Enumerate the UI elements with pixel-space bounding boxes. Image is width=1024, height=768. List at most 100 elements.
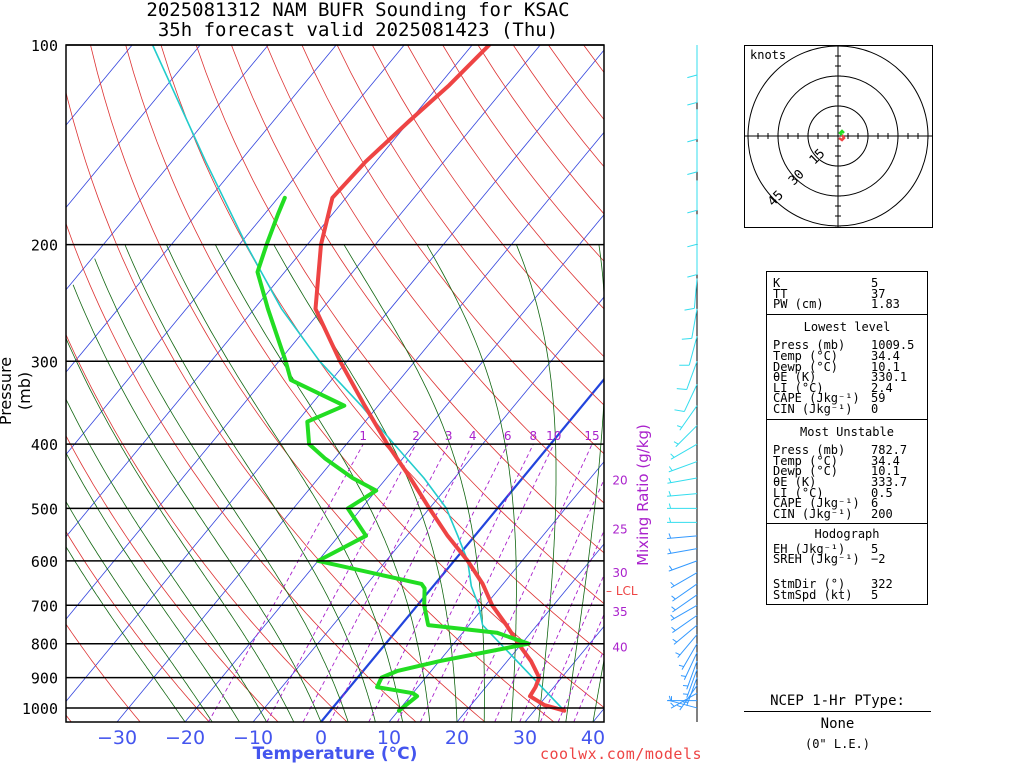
pressure-tick-label: 800 [31, 636, 58, 654]
wind-barb [674, 384, 698, 413]
index-label: StmSpd (kt) [773, 587, 853, 602]
wind-barb-staff [675, 425, 698, 448]
dry-adiabat [371, 45, 604, 358]
wind-barb-staff [672, 583, 698, 602]
hodograph-trace-upper [838, 129, 845, 136]
wind-barb-half-flag [668, 517, 672, 523]
moist-adiabat [565, 244, 604, 722]
dry-adiabat [66, 530, 210, 722]
index-row: Dewp (°C) 10.1 [773, 466, 927, 478]
wind-barb-half-flag [673, 441, 679, 445]
wind-barb [670, 692, 698, 709]
wind-barb [667, 695, 697, 702]
mixing-ratio-axis-label: Mixing Ratio (g/kg) [634, 424, 652, 566]
wind-barb-staff [670, 692, 698, 709]
isotherm-line [66, 45, 405, 456]
wind-barb-flag [687, 171, 698, 175]
index-value: 1.83 [871, 297, 900, 312]
moist-adiabat [592, 657, 604, 722]
index-label: CAPE (Jkg⁻¹) [773, 496, 860, 511]
dewpoint-trace [255, 195, 531, 713]
wind-barb [667, 477, 698, 484]
wind-barb-staff [673, 624, 698, 645]
dry-adiabat [66, 623, 141, 722]
wind-barb-half-flag [672, 638, 678, 643]
wind-barb-staff [670, 443, 698, 460]
mixing-ratio-line [539, 573, 604, 722]
isotherm-line [66, 45, 541, 620]
moist-adiabat [343, 244, 485, 722]
wind-barb-flag [687, 74, 698, 79]
moist-adiabat [66, 337, 295, 722]
wind-barb-half-flag [670, 581, 675, 587]
wind-barb-staff [667, 535, 698, 539]
index-value: −2 [871, 552, 886, 567]
wind-barb [687, 180, 698, 214]
wind-barb [687, 244, 698, 278]
wind-barb-half-flag [668, 466, 673, 471]
wind-barb [684, 278, 698, 311]
wind-barb-staff [686, 361, 698, 390]
index-value: 330.1 [871, 370, 908, 385]
index-label: Dewp (°C) [773, 359, 839, 374]
wind-barb-staff [667, 699, 698, 709]
wind-barb-staff [679, 405, 698, 431]
isotherm-line [388, 461, 604, 722]
temperature-tick-label: 0 [315, 727, 327, 749]
hodograph-trace-low [838, 134, 846, 142]
wind-barb-staff [670, 604, 698, 621]
index-row: CAPE (Jkg⁻¹) 59 [773, 391, 927, 406]
index-label: LI (°C) [773, 485, 824, 500]
hodograph-unit-label: knots [750, 48, 787, 62]
pressure-tick-label: 300 [31, 353, 58, 371]
y-axis-label: Pressure (mb) [0, 356, 34, 426]
mixing-ratio-line [494, 478, 604, 722]
index-value: 782.7 [871, 443, 908, 458]
wind-barb [670, 443, 698, 460]
mixing-ratio-line [302, 443, 450, 722]
wind-barb-half-flag [668, 695, 672, 701]
wind-barb-half-flag [668, 491, 672, 497]
dry-adiabat [90, 45, 555, 722]
mixing-ratio-line [419, 443, 555, 722]
wind-barb [687, 214, 698, 248]
index-row: StmDir (°) 322 [773, 578, 927, 590]
index-label: Press (mb) [773, 338, 846, 353]
wind-barb [671, 583, 698, 602]
index-label: Press (mb) [773, 443, 846, 458]
wind-barb-flag [687, 101, 698, 106]
index-value: 5 [871, 541, 879, 556]
mixing-ratio-line [573, 648, 604, 722]
most-unstable-section: Most Unstable Press (mb) 782.7 Temp (°C) 34… [767, 418, 927, 524]
index-value: 59 [871, 391, 886, 406]
lcl-marker: – LCL [606, 584, 638, 598]
index-label: CIN (Jkg⁻¹) [773, 401, 853, 416]
mixing-ratio-line [462, 443, 593, 722]
dry-adiabat [442, 45, 604, 262]
wind-barb-staff [670, 572, 698, 589]
moist-adiabat [273, 244, 458, 722]
index-value: 0.5 [871, 485, 893, 500]
wind-barb-flag [687, 209, 698, 214]
mixing-ratio-label: 35 [612, 605, 627, 619]
wind-barb [668, 461, 698, 473]
dry-adiabat [266, 45, 604, 504]
lowest-level-section: Lowest level Press (mb) 1009.5 Temp (°C) 34… [767, 313, 927, 419]
wind-barb-half-flag [676, 704, 683, 708]
mixing-ratio-line [397, 443, 534, 722]
wind-barb-staff [677, 634, 698, 658]
isotherm-line [66, 49, 604, 703]
index-value: 34.4 [871, 453, 900, 468]
wind-barb [676, 405, 698, 431]
lowest-level-header: Lowest level [803, 319, 891, 334]
mixing-ratio-label: 25 [612, 522, 627, 536]
index-label: θE (K) [773, 370, 817, 385]
wind-barb-staff [681, 643, 698, 670]
wind-barb [687, 72, 698, 106]
dry-adiabat [66, 222, 417, 722]
index-row: Temp (°C) 34.4 [773, 350, 927, 362]
temperature-tick-label: 40 [581, 727, 605, 749]
wind-barb-flag [676, 388, 687, 390]
moist-adiabat [166, 244, 403, 722]
wind-barb-half-flag [671, 606, 676, 611]
